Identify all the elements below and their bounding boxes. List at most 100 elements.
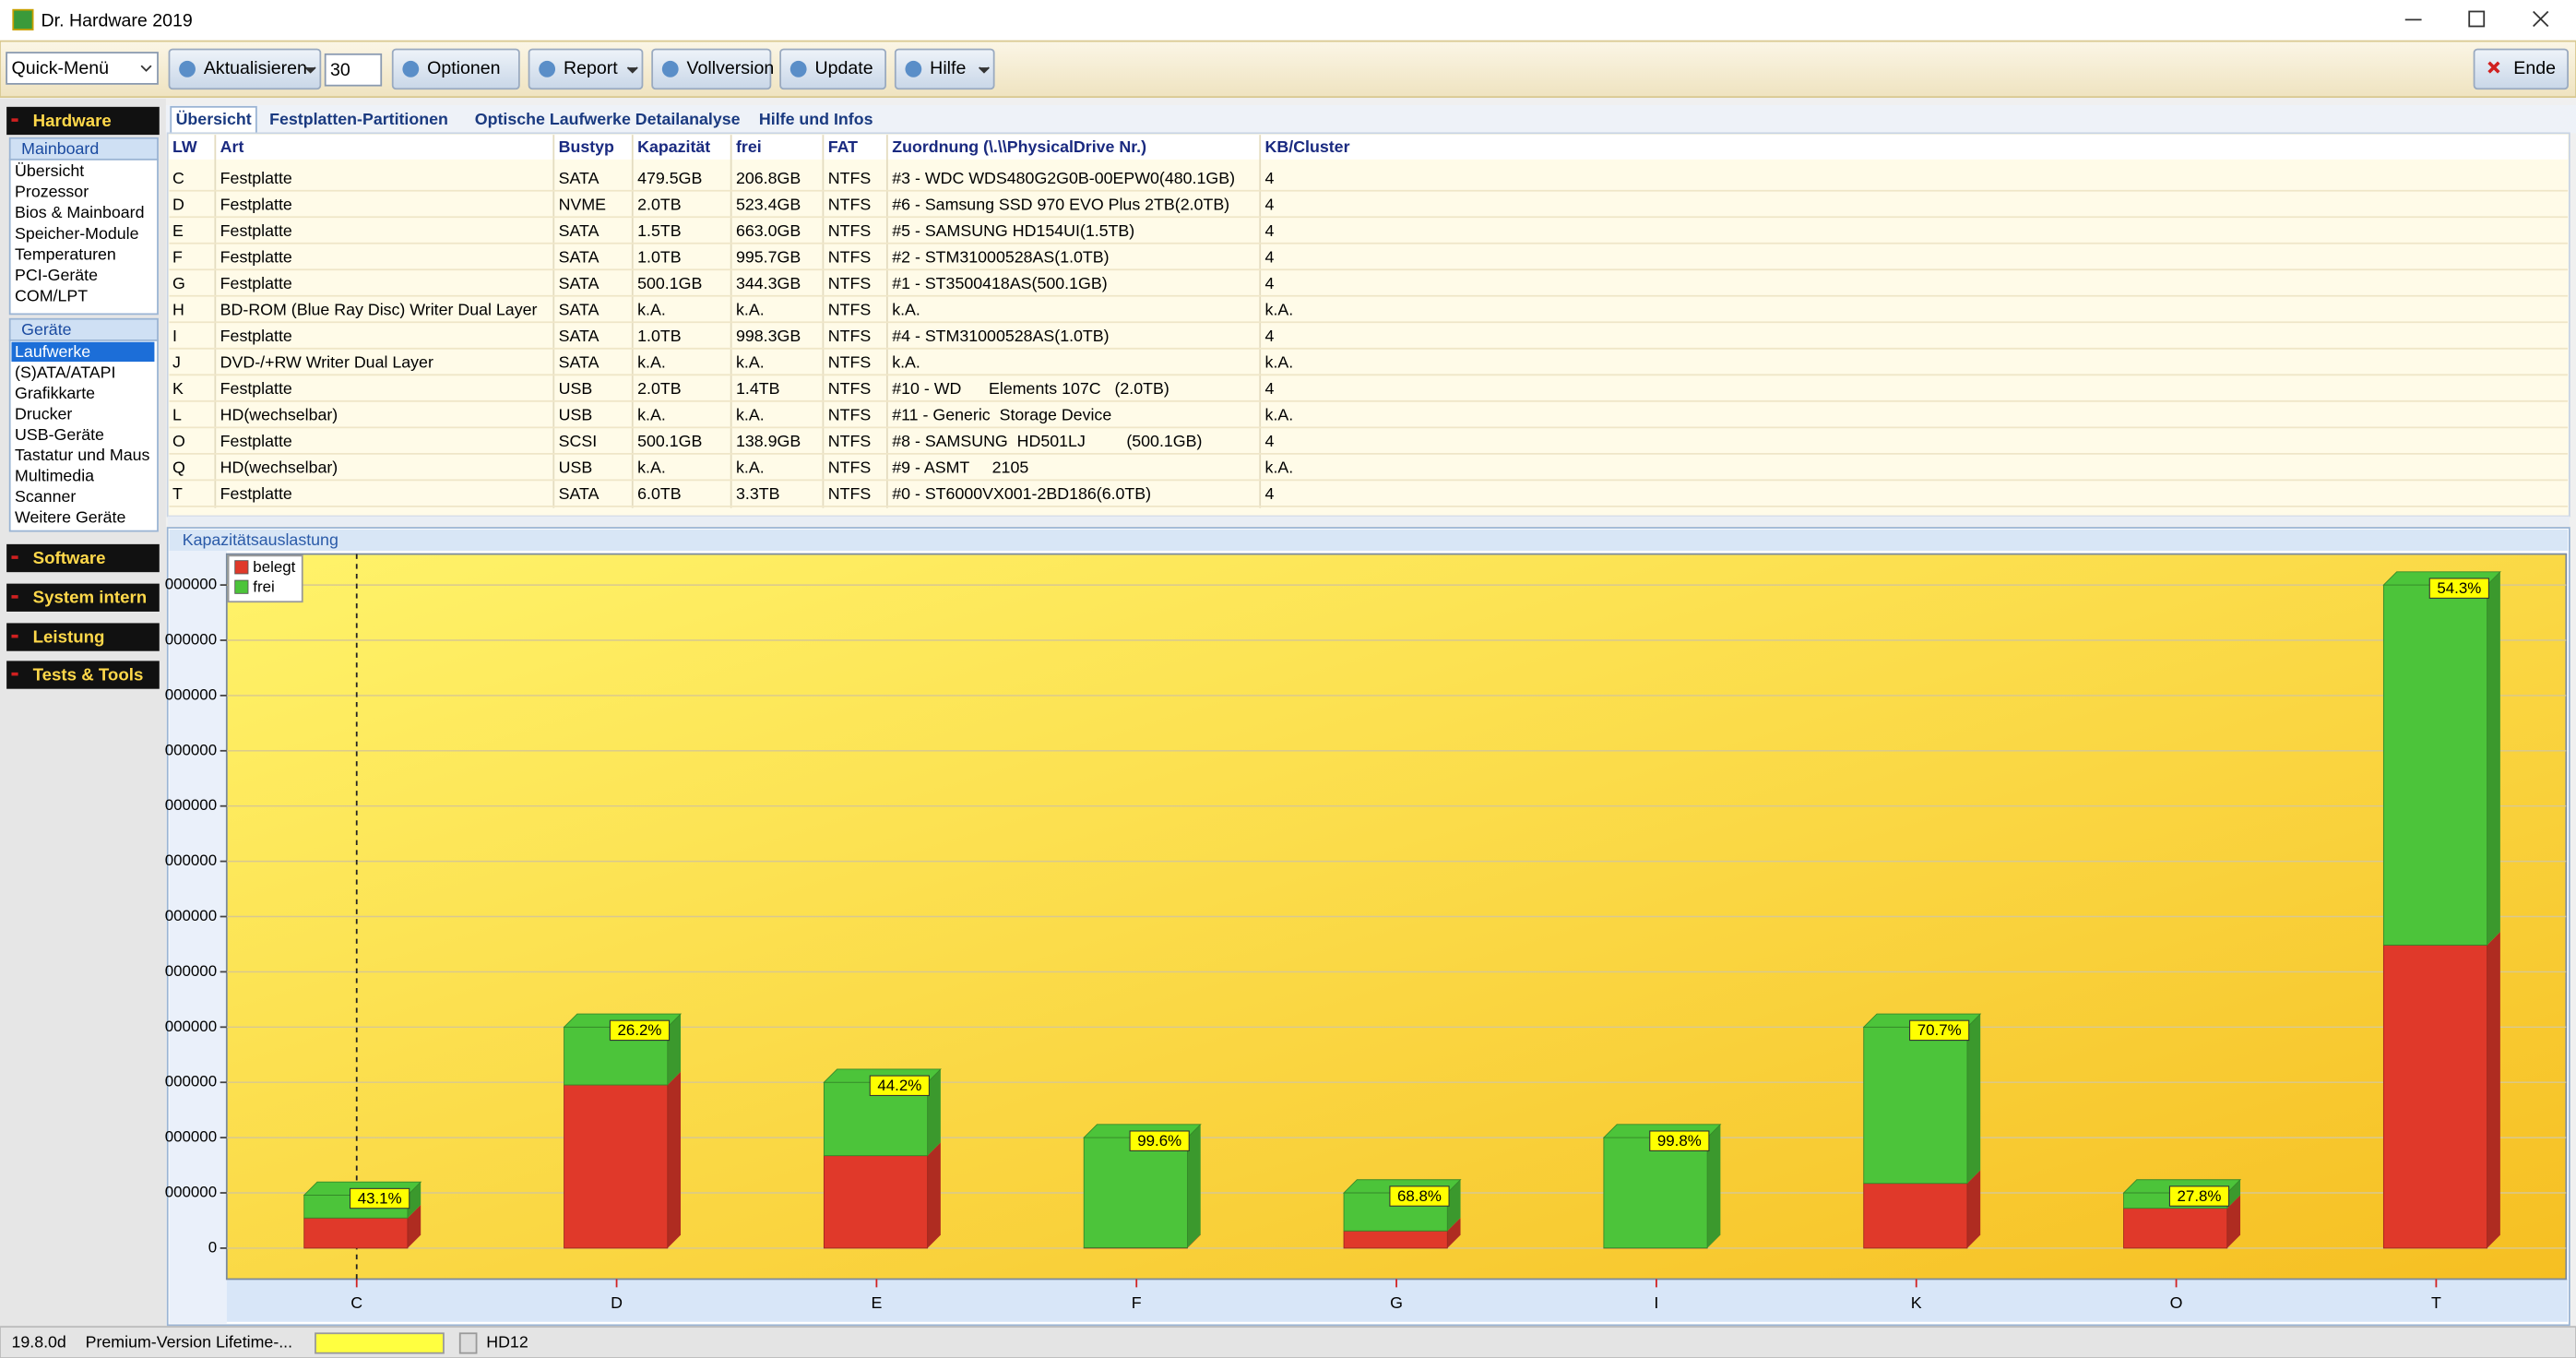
sidebar-item[interactable]: Multimedia xyxy=(15,467,94,485)
table-cell: J xyxy=(172,353,181,372)
y-tick-label: 000000 xyxy=(165,962,217,980)
x-tick-label: F xyxy=(1132,1293,1142,1312)
sidebar-item[interactable]: Prozessor xyxy=(15,183,89,201)
bar-side xyxy=(927,1142,941,1248)
toolbar-button-icon xyxy=(789,60,807,77)
table-cell: k.A. xyxy=(637,353,666,372)
tab-label[interactable]: Hilfe und Infos xyxy=(759,110,873,128)
sidebar-section-label[interactable]: Software xyxy=(33,548,106,567)
toolbar-button[interactable] xyxy=(651,48,772,90)
quick-menu-text: Quick-Menü xyxy=(11,58,109,78)
column-header[interactable]: Zuordnung (\.\\PhysicalDrive Nr.) xyxy=(892,137,1146,156)
column-header[interactable]: Bustyp xyxy=(559,137,614,156)
toolbar-button[interactable] xyxy=(391,48,520,90)
table-cell: K xyxy=(172,379,184,398)
sidebar-item[interactable]: Übersicht xyxy=(15,161,84,180)
sidebar-section-label[interactable]: Leistung xyxy=(33,626,105,646)
sidebar-section[interactable] xyxy=(6,623,160,651)
sidebar-item[interactable]: Laufwerke xyxy=(15,342,90,361)
bar-segment xyxy=(1603,1137,1708,1249)
exit-button[interactable] xyxy=(2473,48,2569,90)
sidebar-item[interactable]: COM/LPT xyxy=(15,287,88,305)
bar-side xyxy=(2226,1195,2241,1248)
bar-segment xyxy=(1083,1137,1188,1248)
tab-label[interactable]: Optische Laufwerke Detailanalyse xyxy=(475,110,741,128)
table-cell: k.A. xyxy=(736,459,765,477)
percent-label: 99.6% xyxy=(1137,1132,1181,1150)
table-cell: 1.0TB xyxy=(637,247,681,266)
sidebar-section-label[interactable]: System intern xyxy=(33,588,148,607)
column-header[interactable]: LW xyxy=(172,137,197,156)
table-cell: HD(wechselbar) xyxy=(220,406,338,424)
bar-side xyxy=(1966,1014,1981,1184)
sidebar-item[interactable]: Bios & Mainboard xyxy=(15,203,144,221)
table-cell: SATA xyxy=(559,247,599,266)
column-header[interactable]: FAT xyxy=(828,137,858,156)
toolbar-button[interactable] xyxy=(779,48,886,90)
tab[interactable] xyxy=(754,106,878,134)
table-cell: E xyxy=(172,221,184,240)
refresh-button-label: Aktualisieren xyxy=(204,58,307,78)
table-cell: 998.3GB xyxy=(736,327,801,345)
sidebar-section[interactable] xyxy=(6,543,160,573)
column-header[interactable]: Art xyxy=(220,137,244,156)
percent-label: 27.8% xyxy=(2178,1187,2222,1205)
table-cell: NTFS xyxy=(828,195,872,213)
toolbar-button-arrow xyxy=(626,66,638,74)
toolbar-button-label: Vollversion xyxy=(687,58,775,78)
sidebar-section[interactable] xyxy=(6,106,160,136)
refresh-button[interactable] xyxy=(168,48,322,90)
column-header[interactable]: frei xyxy=(736,137,762,156)
toolbar xyxy=(0,40,2576,99)
sidebar-item[interactable]: Weitere Geräte xyxy=(15,508,125,527)
toolbar-button-arrow xyxy=(978,66,990,74)
sidebar-section[interactable] xyxy=(6,583,160,612)
sidebar-section-label[interactable]: Tests & Tools xyxy=(33,664,144,684)
table-cell: k.A. xyxy=(1265,301,1294,319)
tab[interactable] xyxy=(170,105,257,135)
table-cell: NTFS xyxy=(828,327,872,345)
sidebar-item[interactable]: USB-Geräte xyxy=(15,425,104,444)
sidebar-item[interactable]: Grafikkarte xyxy=(15,384,95,402)
sidebar-item[interactable]: Speicher-Module xyxy=(15,224,139,243)
table-cell: USB xyxy=(559,459,593,477)
sidebar-item[interactable]: (S)ATA/ATAPI xyxy=(15,363,115,381)
sidebar-section-label[interactable]: Hardware xyxy=(33,111,112,130)
toolbar-button[interactable] xyxy=(894,48,995,90)
table-cell: SATA xyxy=(559,353,599,372)
sidebar-item[interactable]: Temperaturen xyxy=(15,244,116,263)
tab[interactable] xyxy=(469,106,750,134)
toolbar-button-icon xyxy=(539,60,556,77)
column-header[interactable]: KB/Cluster xyxy=(1265,137,1350,156)
table-cell: T xyxy=(172,484,183,503)
toolbar-button[interactable] xyxy=(528,48,644,90)
sidebar-item[interactable]: PCI-Geräte xyxy=(15,266,98,284)
table-cell: 2.0TB xyxy=(637,195,681,213)
bar-side xyxy=(407,1204,421,1248)
tab-label[interactable]: Übersicht xyxy=(176,110,252,128)
close-button[interactable] xyxy=(2533,10,2549,28)
sidebar-section[interactable] xyxy=(6,661,160,689)
table-cell: BD-ROM (Blue Ray Disc) Writer Dual Layer xyxy=(220,301,538,319)
maximize-button[interactable] xyxy=(2468,10,2486,28)
quick-menu-combo[interactable] xyxy=(6,52,159,85)
tab-label[interactable]: Festplatten-Partitionen xyxy=(269,110,448,128)
table-cell: NTFS xyxy=(828,459,872,477)
sidebar-item[interactable]: Scanner xyxy=(15,487,76,506)
table-cell: #9 - ASMT 2105 xyxy=(892,459,1028,477)
status-progress xyxy=(315,1332,445,1354)
splitter xyxy=(167,516,2570,527)
table-cell: 479.5GB xyxy=(637,169,702,187)
sidebar-item[interactable]: Drucker xyxy=(15,404,72,423)
percent-label-box xyxy=(2168,1185,2230,1207)
sidebar-item[interactable]: Tastatur und Maus xyxy=(15,446,149,464)
percent-label: 99.8% xyxy=(1657,1132,1702,1150)
table-cell: 206.8GB xyxy=(736,169,801,187)
chart-title: Kapazitätsauslastung xyxy=(183,530,338,549)
column-header[interactable]: Kapazität xyxy=(637,137,710,156)
table-area xyxy=(166,132,2570,518)
interval-spin[interactable] xyxy=(324,53,383,87)
tab[interactable] xyxy=(264,106,462,134)
bar-side xyxy=(1187,1124,1201,1248)
legend xyxy=(227,554,303,603)
